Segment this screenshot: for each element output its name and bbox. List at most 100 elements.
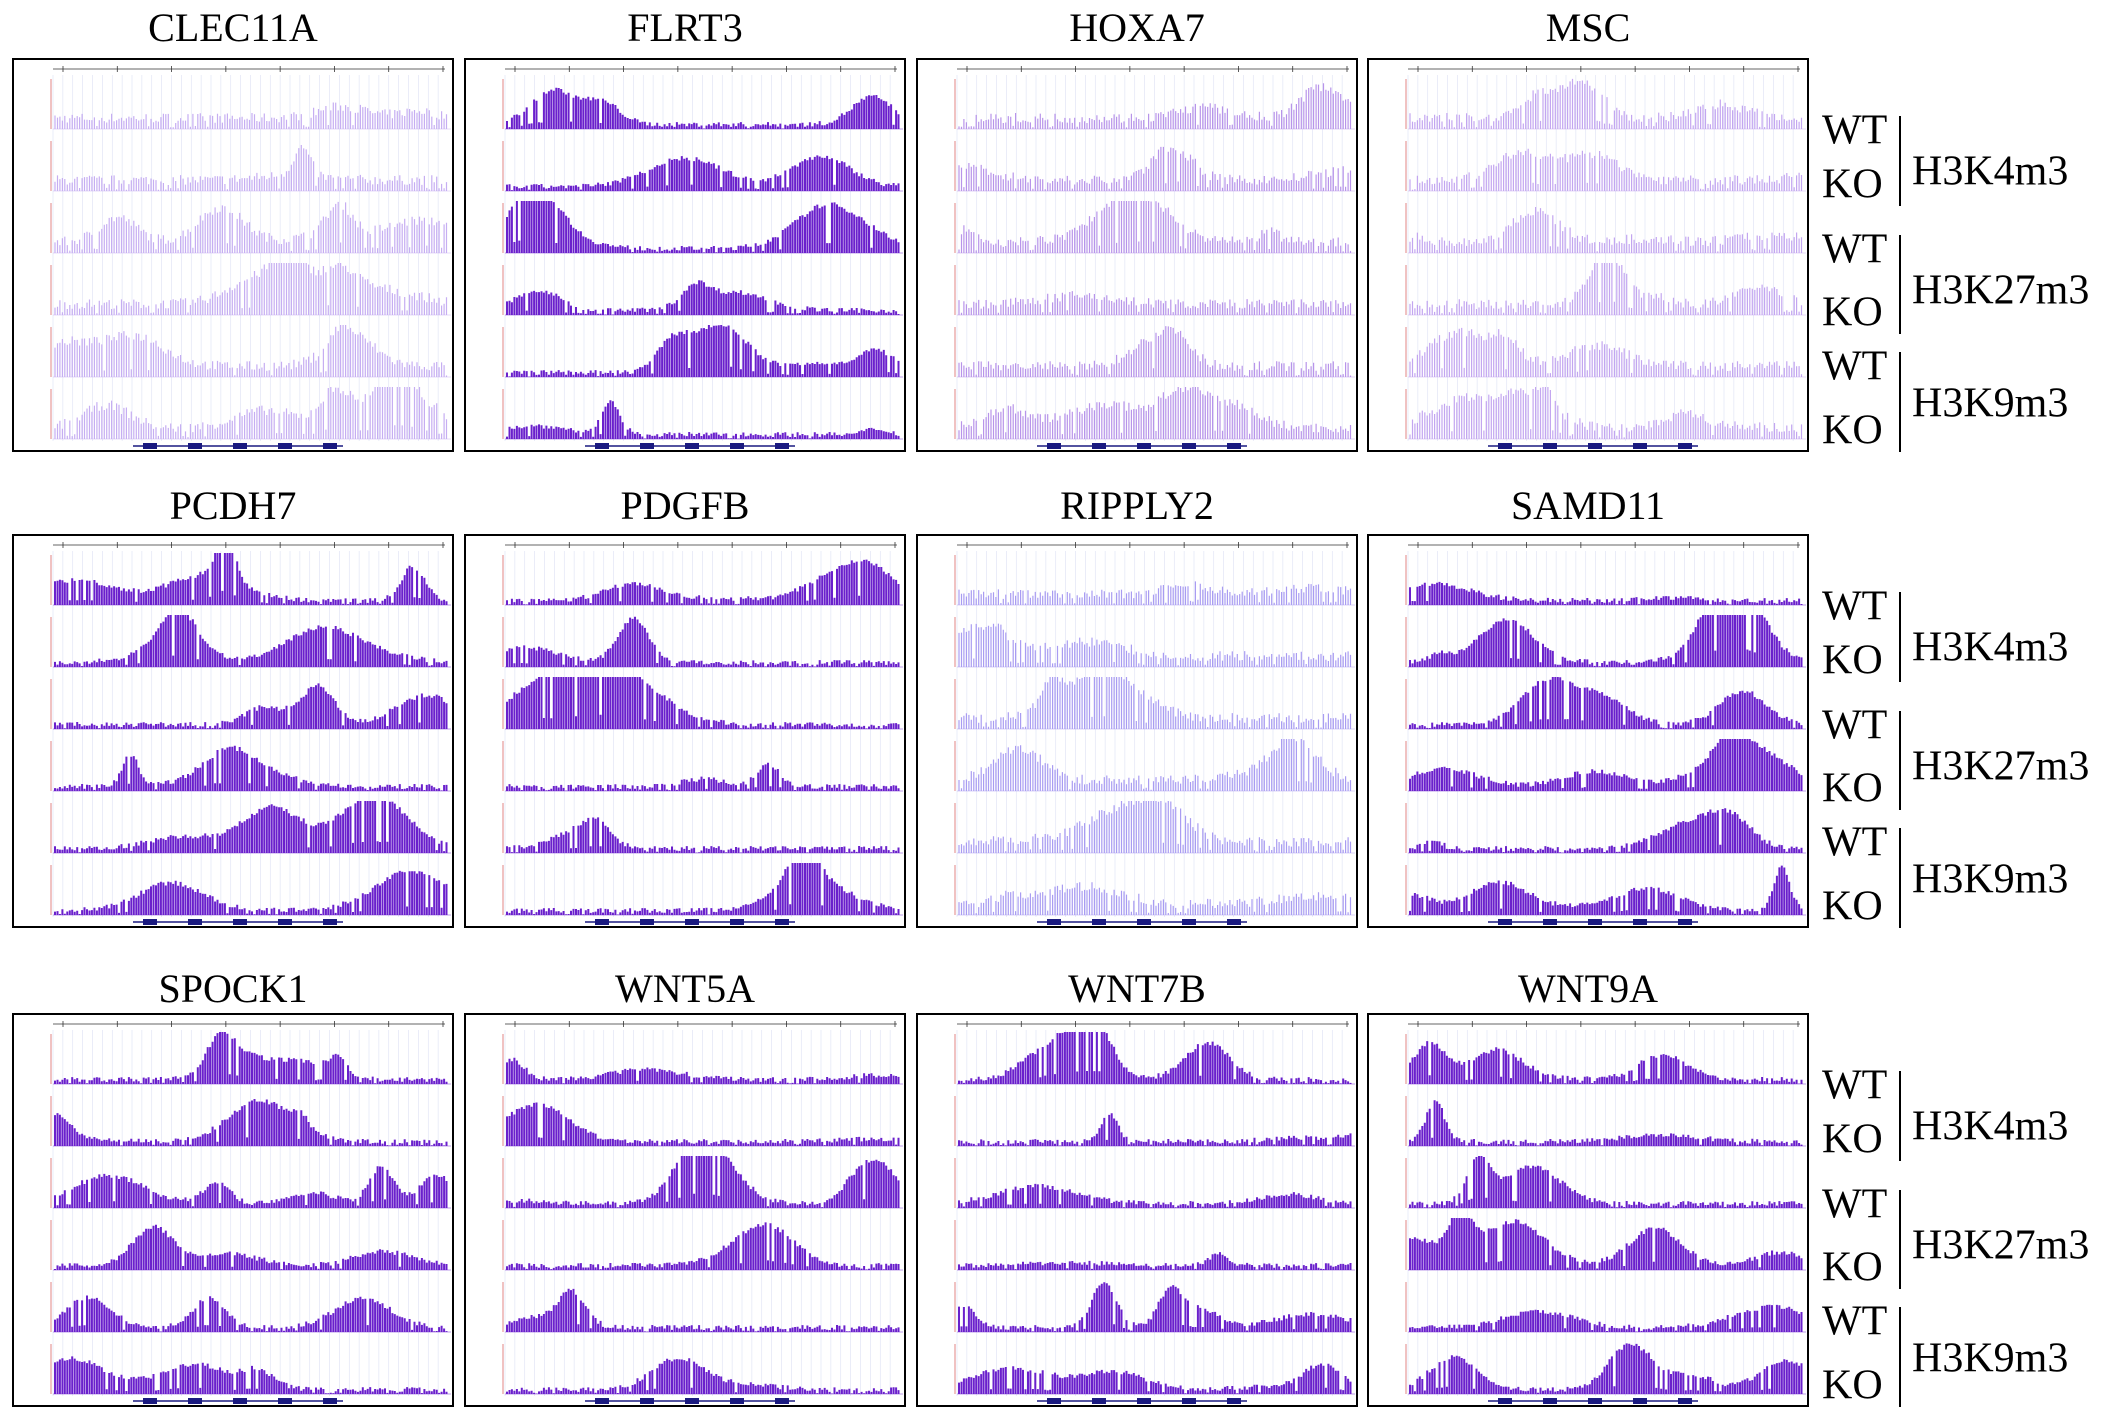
browser-panel [464,534,906,928]
signal-track [958,1282,1352,1332]
guide-lines [1407,1030,1794,1396]
exon [1047,1398,1061,1404]
gene-title: WNT7B [1068,966,1206,1011]
exon [233,919,247,925]
signal-track [958,326,1352,377]
exon [233,443,247,449]
signal-track [1409,327,1803,377]
signal-track [54,615,448,667]
exon [595,1398,609,1404]
exon [1092,443,1106,449]
browser-panel [916,58,1358,452]
signal-track [506,762,900,791]
browser-panel [464,58,906,452]
signal-track [958,1183,1352,1208]
signal-track [958,1363,1352,1394]
signal-track [958,387,1352,439]
exon [1588,443,1602,449]
gene-title: WNT5A [615,966,755,1011]
signal-track [1409,1218,1803,1270]
signal-track [1409,865,1803,915]
mark-label: H3K4m3 [1912,625,2068,671]
signal-track [1409,677,1803,729]
signal-track [1409,1304,1803,1332]
guide-lines [956,75,1343,441]
signal-track [958,739,1352,791]
exon [1588,919,1602,925]
mark-label: H3K27m3 [1912,268,2089,314]
signal-track [54,1032,448,1084]
browser-panel [12,534,454,928]
exon [143,443,157,449]
browser-panel [12,1013,454,1407]
signal-track [958,882,1352,915]
exon [1092,919,1106,925]
exon [188,443,202,449]
guide-lines [504,551,891,917]
exon [278,1398,292,1404]
signal-track [506,1057,900,1084]
signal-track [1409,387,1803,439]
sample-label: KO [1822,290,1883,336]
guide-lines [504,75,891,441]
exon [1137,1398,1151,1404]
browser-panel [464,1013,906,1407]
signal-track [506,155,900,191]
exon [1092,1398,1106,1404]
browser-panel [1367,1013,1809,1407]
signal-track [958,146,1352,191]
browser-panel [12,58,454,452]
signal-track [506,559,900,605]
exon [730,1398,744,1404]
gene-title: WNT9A [1518,966,1658,1011]
signal-track [958,623,1352,667]
sample-label: WT [1822,1299,1887,1345]
signal-track [54,1099,448,1146]
signal-track [958,677,1352,729]
exon [1137,443,1151,449]
signal-track [506,1102,900,1146]
signal-track [506,1222,900,1270]
guide-lines [52,551,439,917]
signal-track [506,201,900,253]
signal-track [1409,207,1803,253]
sample-label: WT [1822,703,1887,749]
gene-title: FLRT3 [627,5,742,50]
exon [595,443,609,449]
signal-track [958,1032,1352,1084]
sample-label: WT [1822,227,1887,273]
guide-lines [504,1030,891,1396]
exon [1498,443,1512,449]
signal-track [1409,581,1803,605]
exon [640,443,654,449]
exon [595,919,609,925]
signal-track [958,1252,1352,1270]
sample-label: WT [1822,1063,1887,1109]
signal-track [1409,739,1803,791]
mark-label: H3K9m3 [1912,857,2068,903]
gene-title: CLEC11A [148,5,318,50]
signal-track [1409,1041,1803,1084]
mark-label: H3K4m3 [1912,1104,2068,1150]
exon [323,1398,337,1404]
signal-track [958,581,1352,605]
exon [1227,443,1241,449]
sample-label: WT [1822,820,1887,866]
signal-track [958,83,1352,129]
sample-label: KO [1822,766,1883,812]
signal-track [1409,1343,1803,1394]
signal-track [54,102,448,129]
exon [1543,443,1557,449]
exon [1633,443,1647,449]
signal-track [1409,78,1803,129]
gene-title: SAMD11 [1511,483,1665,528]
panel-frame [464,1013,906,1407]
sample-label: KO [1822,408,1883,454]
exon [685,443,699,449]
mark-label: H3K9m3 [1912,381,2068,427]
sample-label: WT [1822,344,1887,390]
gene-title: MSC [1546,5,1631,50]
signal-track [958,1113,1352,1146]
guide-lines [52,75,439,441]
exon [775,1398,789,1404]
